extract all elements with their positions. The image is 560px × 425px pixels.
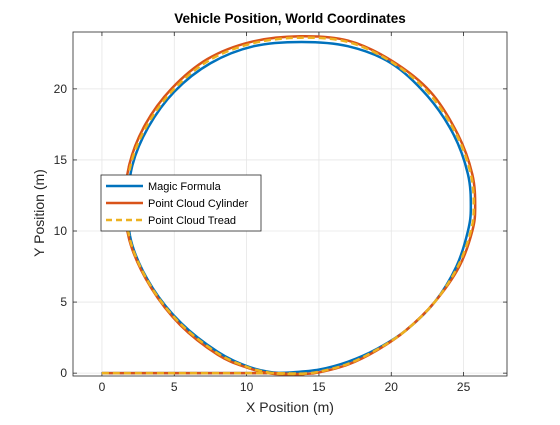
y-tick-label: 5 <box>60 295 67 309</box>
y-tick-label: 20 <box>54 82 68 96</box>
legend: Magic Formula Point Cloud Cylinder Point C… <box>101 175 261 231</box>
y-axis-label: Y Position (m) <box>31 169 47 257</box>
y-tick-label: 0 <box>60 366 67 380</box>
x-tick-label: 10 <box>240 380 254 394</box>
x-tick-label: 15 <box>312 380 326 394</box>
legend-label-point-cloud-cylinder: Point Cloud Cylinder <box>148 198 249 210</box>
y-tick-label: 10 <box>54 224 68 238</box>
y-tick-label: 15 <box>54 153 68 167</box>
x-tick-label: 25 <box>457 380 471 394</box>
x-tick-label: 5 <box>171 380 178 394</box>
x-tick-label: 0 <box>99 380 106 394</box>
legend-label-magic-formula: Magic Formula <box>148 181 222 193</box>
x-axis-label: X Position (m) <box>246 399 334 415</box>
legend-label-point-cloud-tread: Point Cloud Tread <box>148 215 236 227</box>
chart-title: Vehicle Position, World Coordinates <box>174 11 406 26</box>
x-tick-label: 20 <box>385 380 399 394</box>
